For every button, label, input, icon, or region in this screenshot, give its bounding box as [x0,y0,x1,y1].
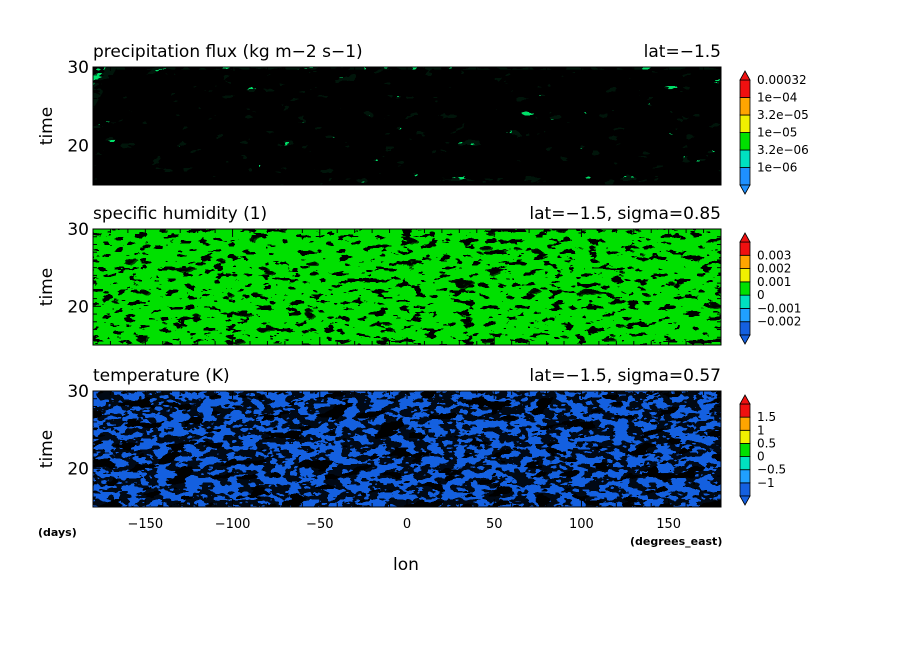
colorbar-swatch [739,294,751,309]
colorbar-label: 3.2e−05 [757,108,809,122]
colorbar-extend-top [739,70,751,81]
colorbar-swatch [739,321,751,336]
colorbar-label: −1 [757,476,775,490]
colorbar-label: 0 [757,288,765,302]
panel-1-annotation: lat=−1.5 [644,42,721,62]
xtick-label: −100 [215,517,251,532]
colorbar-label: 1.5 [757,410,776,424]
colorbar-label: −0.002 [757,315,801,329]
y-unit-label: (days) [38,526,77,539]
colorbar-label: 1e−06 [757,161,797,175]
colorbar-swatch [739,429,751,444]
colorbar-swatch [739,469,751,484]
xtick-label: 100 [569,517,594,532]
colorbar-label: 0 [757,450,765,464]
colorbar-label: 3.2e−06 [757,143,809,157]
colorbar-swatch [739,79,751,98]
colorbar-extend-top [739,394,751,405]
ytick-label: 30 [67,382,89,402]
panel-3-field [93,391,721,507]
colorbar-label: 0.003 [757,248,791,262]
panel-1-ylabel: time [37,107,57,145]
colorbar-swatch [739,97,751,116]
panel-1-field [93,67,721,185]
colorbar-label: −0.001 [757,301,801,315]
colorbar-swatch [739,443,751,457]
colorbar-label: 1e−04 [757,91,797,105]
ytick-label: 20 [67,459,89,479]
colorbar-swatch [739,241,751,256]
ytick-label: 20 [67,137,89,157]
panel-2-title: specific humidity (1) [93,204,267,224]
colorbar-swatch [739,149,751,168]
colorbar-extend-bottom [739,495,751,506]
colorbar-swatch [739,456,751,471]
colorbar-label: 0.5 [757,436,776,450]
panel-3-annotation: lat=−1.5, sigma=0.57 [529,366,721,386]
xtick-label: 150 [656,517,681,532]
xtick-label: −150 [127,517,163,532]
xtick-label: 50 [486,517,503,532]
colorbar-label: 0.001 [757,275,791,289]
colorbar-label: 1 [757,423,765,437]
colorbar-swatch [739,416,751,431]
ytick-label: 30 [67,220,89,240]
ytick-label: 30 [67,58,89,78]
colorbar-swatch [739,114,751,133]
colorbar-swatch [739,482,751,497]
x-unit-label: (degrees_east) [630,535,722,548]
xtick-label: 0 [403,517,411,532]
colorbar-label: −0.5 [757,463,786,477]
panel-2-field [93,229,721,345]
panel-2-ylabel: time [37,268,57,306]
panel-2-annotation: lat=−1.5, sigma=0.85 [529,204,721,224]
panel-1-title: precipitation flux (kg m−2 s−1) [93,42,363,62]
panel-3-title: temperature (K) [93,366,230,386]
colorbar-extend-top [739,232,751,243]
colorbar-extend-bottom [739,184,751,195]
xtick-label: −50 [306,517,333,532]
colorbar-swatch [739,281,751,296]
colorbar-swatch [739,308,751,323]
panel-3-ylabel: time [37,430,57,468]
colorbar-label: 0.002 [757,262,791,276]
colorbar-swatch [739,132,751,151]
colorbar-label: 0.00032 [757,73,807,87]
colorbar-swatch [739,167,751,186]
x-axis-label: lon [393,555,419,575]
colorbar-swatch [739,403,751,418]
colorbar-extend-bottom [739,334,751,345]
colorbar-label: 1e−05 [757,126,797,140]
colorbar-swatch [739,268,751,283]
colorbar-swatch [739,254,751,269]
ytick-label: 20 [67,297,89,317]
